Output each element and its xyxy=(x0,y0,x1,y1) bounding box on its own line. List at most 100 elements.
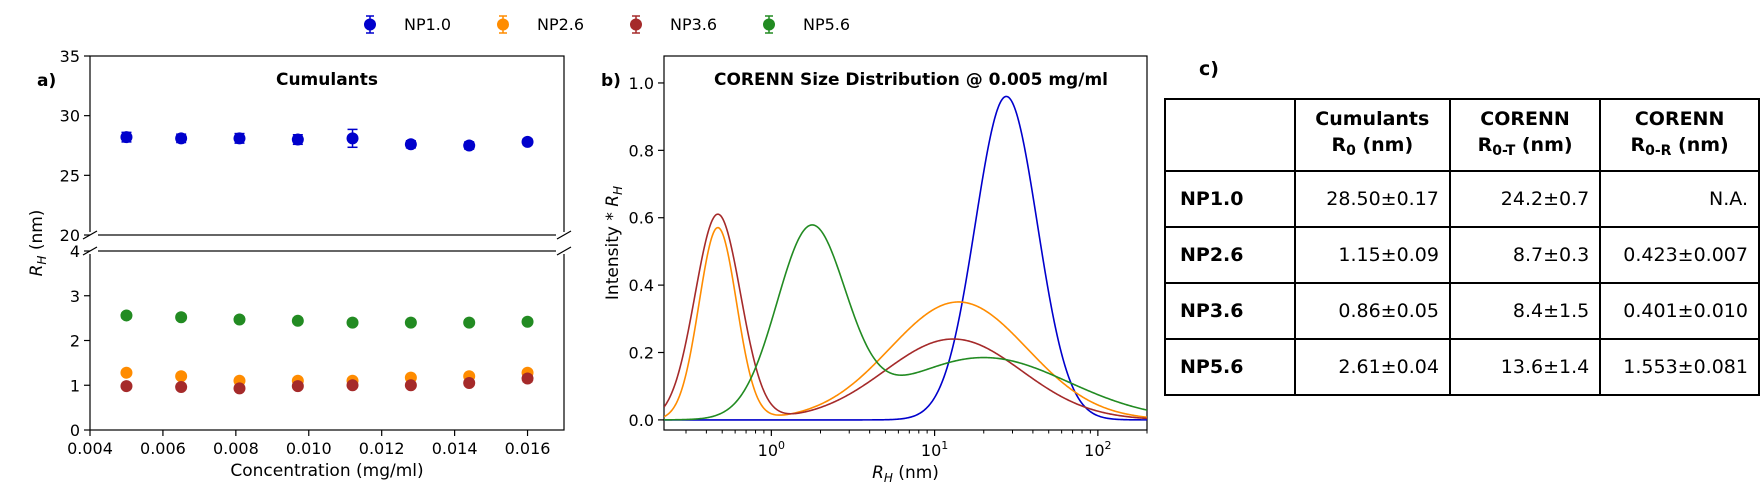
x-tick-label: 0.012 xyxy=(359,439,405,458)
y-tick-label: 0.2 xyxy=(629,344,654,363)
table-cell: N.A. xyxy=(1599,170,1760,228)
data-point xyxy=(521,315,534,328)
panel-a-chart: 20 25 30 35 0 1 2 3 4 0.004 0.006 0.008 0.010 0.012 0.… xyxy=(27,47,572,481)
y-tick-label: 35 xyxy=(60,47,80,66)
data-point xyxy=(233,313,246,326)
series-np5-6 xyxy=(120,309,534,329)
panel-c-label: c) xyxy=(1199,58,1219,80)
y-tick-label: 2 xyxy=(70,332,80,351)
table-row-label: NP1.0 xyxy=(1164,170,1296,228)
legend-label: NP2.6 xyxy=(537,15,584,34)
x-tick-label: 0.008 xyxy=(213,439,259,458)
data-point xyxy=(291,133,304,146)
data-point xyxy=(175,311,188,324)
x-tick-label: 0.016 xyxy=(505,439,551,458)
legend-marker xyxy=(497,18,509,31)
legend-label: NP3.6 xyxy=(670,15,717,34)
table-header-cell: CORENN R0-T (nm) xyxy=(1448,98,1602,172)
panel-b-title: CORENN Size Distribution @ 0.005 mg/ml xyxy=(714,70,1108,90)
series-line-np3-6 xyxy=(664,213,1147,420)
x-tick-label: 101 xyxy=(921,439,948,460)
data-point xyxy=(521,372,534,385)
series-line-np1-0 xyxy=(664,95,1147,421)
data-point xyxy=(233,132,246,145)
legend: NP1.0 NP2.6 NP3.6 NP5.6 xyxy=(364,15,850,34)
break-mark xyxy=(556,246,572,256)
y-tick-label: 0.6 xyxy=(629,209,654,228)
data-point xyxy=(175,132,188,145)
table-row: NP5.6 2.61±0.04 13.6±1.4 1.553±0.081 xyxy=(1164,338,1760,396)
data-point xyxy=(404,379,417,392)
data-point xyxy=(404,138,417,151)
legend-item-np3-6: NP3.6 xyxy=(630,15,717,34)
table-header-cell xyxy=(1164,98,1296,172)
x-tick-label: 0.004 xyxy=(67,439,113,458)
y-axis-label: RH (nm) xyxy=(27,210,49,277)
legend-item-np5-6: NP5.6 xyxy=(763,15,850,34)
y-tick-label: 1.0 xyxy=(629,74,654,93)
y-tick-label: 0 xyxy=(70,421,80,440)
break-mark xyxy=(556,230,572,240)
y-tick-label: 0.0 xyxy=(629,411,654,430)
panel-b-chart: 0.0 0.2 0.4 0.6 0.8 1.0 100 101 102 RH (nm) Intens… xyxy=(601,55,1148,485)
data-point xyxy=(175,381,188,394)
panel-b-label: b) xyxy=(601,71,621,91)
series-line-np2-6 xyxy=(664,226,1147,418)
table-row-label: NP3.6 xyxy=(1164,282,1296,340)
legend-marker xyxy=(763,18,775,31)
x-axis-label: RH (nm) xyxy=(872,463,939,485)
x-tick-label: 102 xyxy=(1084,439,1111,460)
x-tick-label: 0.014 xyxy=(432,439,478,458)
x-tick-label: 100 xyxy=(758,439,785,460)
table-row-label: NP5.6 xyxy=(1164,338,1296,396)
table-cell: 0.423±0.007 xyxy=(1599,226,1760,284)
data-point xyxy=(233,382,246,395)
upper-axes-frame xyxy=(89,55,565,236)
table-row: NP1.0 28.50±0.17 24.2±0.7 N.A. xyxy=(1164,170,1760,228)
y-tick-label: 4 xyxy=(70,242,80,261)
table-header-row: Cumulants R0 (nm) CORENN R0-T (nm) CORENN R0-… xyxy=(1164,98,1760,172)
table-cell: 1.15±0.09 xyxy=(1293,226,1451,284)
data-point xyxy=(463,377,476,390)
series-np3-6 xyxy=(120,372,534,395)
results-table: Cumulants R0 (nm) CORENN R0-T (nm) CORENN R0-… xyxy=(1164,98,1760,396)
data-point xyxy=(404,316,417,329)
data-point xyxy=(120,366,133,379)
table-cell: 8.4±1.5 xyxy=(1448,282,1602,340)
table-cell: 0.86±0.05 xyxy=(1293,282,1451,340)
series-line-np5-6 xyxy=(664,224,1147,421)
data-point xyxy=(346,316,359,329)
data-point xyxy=(463,139,476,152)
data-point xyxy=(346,379,359,392)
data-point xyxy=(346,132,359,145)
lower-axes-frame xyxy=(89,250,565,431)
table-row-label: NP2.6 xyxy=(1164,226,1296,284)
data-point xyxy=(291,380,304,393)
y-tick-label: 25 xyxy=(60,166,80,185)
table-header-cell: CORENN R0-R (nm) xyxy=(1599,98,1760,172)
table-row: NP3.6 0.86±0.05 8.4±1.5 0.401±0.010 xyxy=(1164,282,1760,340)
table-cell: 2.61±0.04 xyxy=(1293,338,1451,396)
y-tick-label: 20 xyxy=(60,226,80,245)
table-cell: 13.6±1.4 xyxy=(1448,338,1602,396)
y-axis-label: Intensity * RH xyxy=(603,186,625,300)
data-point xyxy=(521,135,534,148)
data-point xyxy=(463,316,476,329)
panel-a-label: a) xyxy=(37,71,56,91)
legend-item-np2-6: NP2.6 xyxy=(497,15,584,34)
x-axis-label: Concentration (mg/ml) xyxy=(230,461,423,481)
results-table-wrapper: Cumulants R0 (nm) CORENN R0-T (nm) CORENN R0-… xyxy=(1164,98,1760,396)
table-cell: 0.401±0.010 xyxy=(1599,282,1760,340)
y-tick-label: 0.4 xyxy=(629,276,654,295)
table-cell: 8.7±0.3 xyxy=(1448,226,1602,284)
x-tick-label: 0.010 xyxy=(286,439,332,458)
table-cell: 24.2±0.7 xyxy=(1448,170,1602,228)
y-tick-label: 3 xyxy=(70,287,80,306)
table-cell: 1.553±0.081 xyxy=(1599,338,1760,396)
y-tick-label: 0.8 xyxy=(629,141,654,160)
y-tick-label: 30 xyxy=(60,107,80,126)
table-row: NP2.6 1.15±0.09 8.7±0.3 0.423±0.007 xyxy=(1164,226,1760,284)
axes-frame xyxy=(663,55,1148,431)
data-point xyxy=(120,309,133,322)
